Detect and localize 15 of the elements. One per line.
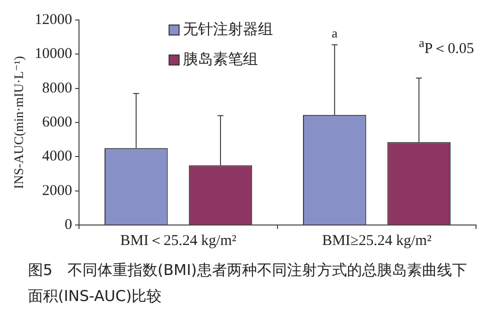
caption: 图5 不同体重指数(BMI)患者两种不同注射方式的总胰岛素曲线下面积(INS-AUC)比较: [27, 260, 468, 307]
x-tick-label: BMI＜25.24 kg/m²: [120, 232, 237, 249]
annotation: $^{a}$P＜0.05: [418, 36, 474, 58]
y-tick-label: 10000: [34, 46, 72, 62]
y-tick-label: 2000: [42, 182, 72, 199]
y-tick-label: 0: [64, 216, 72, 233]
legend-label: 胰岛素笔组: [183, 50, 258, 68]
y-tick-label: 8000: [42, 80, 72, 96]
y-tick-label: 12000: [34, 12, 72, 28]
annotation: a: [332, 26, 338, 41]
y-axis-title: INS-AUC(min·mIU·L⁻¹): [11, 56, 26, 189]
y-tick-label: 4000: [42, 148, 72, 165]
legend-label: 无针注射器组: [183, 20, 274, 38]
y-tick-label: 6000: [42, 114, 72, 130]
x-tick-label: BMI≥25.24 kg/m²: [322, 232, 432, 249]
